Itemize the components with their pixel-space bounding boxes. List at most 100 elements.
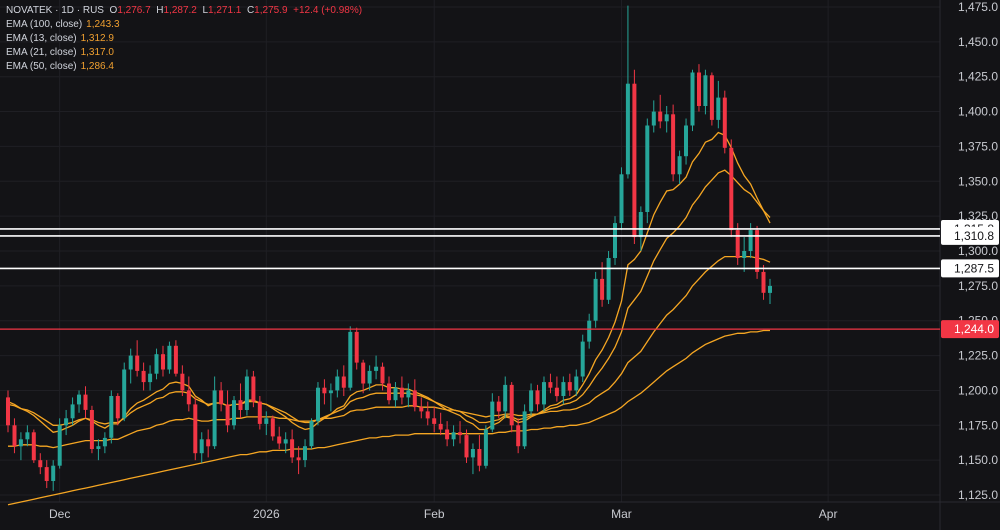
candle-body [632,83,637,238]
candle-body [57,425,62,466]
candle-body [135,355,140,371]
candle-body [651,111,656,126]
candle-body [361,362,366,384]
y-tick-label: 1,225.0 [958,349,998,363]
ema-line [7,329,770,506]
candle-body [658,111,663,122]
candle-body [671,114,676,175]
candle-body [44,467,49,481]
candle-body [703,75,708,106]
candle-body [451,432,456,440]
candle-body [31,432,36,461]
price-tag-label: 1,310.8 [954,229,994,243]
candle-body [12,425,17,447]
candle-body [554,387,559,397]
candle-body [638,212,643,238]
candle-body [173,345,178,374]
x-tick-label: Mar [611,507,632,521]
candle-body [574,376,579,391]
candle-body [516,425,521,447]
candle-body [193,404,198,454]
candle-body [244,376,249,410]
candle-body [567,382,572,391]
candle-body [600,278,605,300]
ema-lines [7,131,771,506]
y-tick-label: 1,300.0 [958,244,998,258]
legend: NOVATEK · 1D · RUS O1,276.7 H1,287.2 L1,… [6,4,362,74]
candle-body [470,449,475,458]
candle-body [542,382,546,405]
candle-body [477,449,482,466]
candle-body [277,436,282,444]
candle-body [393,387,398,401]
candle-body [141,370,146,383]
candle-body [316,387,320,422]
candle-body [115,396,120,419]
candle-body [503,384,508,412]
candle-body [483,429,488,466]
candle-body [206,439,211,447]
y-tick-label: 1,200.0 [958,383,998,397]
candle-body [438,423,443,430]
candle-body [25,432,30,440]
candle-body [374,366,379,371]
candle-body [380,366,385,384]
indicator-row[interactable]: EMA (13, close) 1,312.9 [6,33,114,44]
y-tick-label: 1,275.0 [958,279,998,293]
low-value: 1,271.1 [208,5,242,16]
candle-body [509,384,514,426]
candle-body [89,410,94,449]
indicator-row[interactable]: EMA (100, close) 1,243.3 [6,19,120,30]
indicator-row[interactable]: EMA (21, close) 1,317.0 [6,47,114,58]
level-lines [0,228,940,330]
candle-body [684,125,688,157]
y-tick-label: 1,375.0 [958,139,998,153]
price-tag [941,259,999,278]
candle-body [296,457,301,461]
candle-body [38,460,43,468]
candle-body [186,390,191,405]
candle-body [264,418,269,424]
candle-body [419,407,424,412]
y-axis[interactable]: 1,125.01,150.01,175.01,200.01,225.01,250… [941,0,999,502]
candle-body [64,418,69,426]
price-tag [941,226,999,245]
x-axis[interactable]: Dec 2026 Feb Mar Apr [49,507,837,521]
candle-body [18,439,23,447]
price-tag [941,320,999,339]
high-value: 1,287.2 [163,5,197,16]
candle-body [154,354,159,374]
candle-body [755,230,760,272]
candle-body [96,446,101,449]
candle-body [613,223,617,258]
candle-body [341,376,346,388]
indicator-row[interactable]: EMA (50, close) 1,286.4 [6,61,114,72]
y-tick-label: 1,425.0 [958,70,998,84]
price-tag-label: 1,287.5 [954,261,994,275]
candle-body [735,230,740,258]
candle-body [180,373,185,391]
x-tick-label: 2026 [253,507,280,521]
candle-body [283,439,288,444]
candle-body [70,404,75,419]
candle-body [458,432,462,436]
candle-body [309,421,314,447]
candle-body [232,400,236,426]
candle-body [445,429,450,440]
candle-body [348,331,353,388]
candle-body [593,278,598,321]
candle-body [102,437,107,447]
candle-body [406,390,411,398]
y-tick-label: 1,325.0 [958,209,998,223]
candle-body [257,401,262,424]
candle-body [225,404,230,426]
candle-body [328,390,333,394]
price-tag-label: 1,244.0 [954,322,994,336]
candle-body [387,383,391,401]
x-tick-label: Apr [819,507,838,521]
candle-body [251,376,256,402]
x-tick-label: Feb [424,507,445,521]
candle-body [354,331,359,363]
